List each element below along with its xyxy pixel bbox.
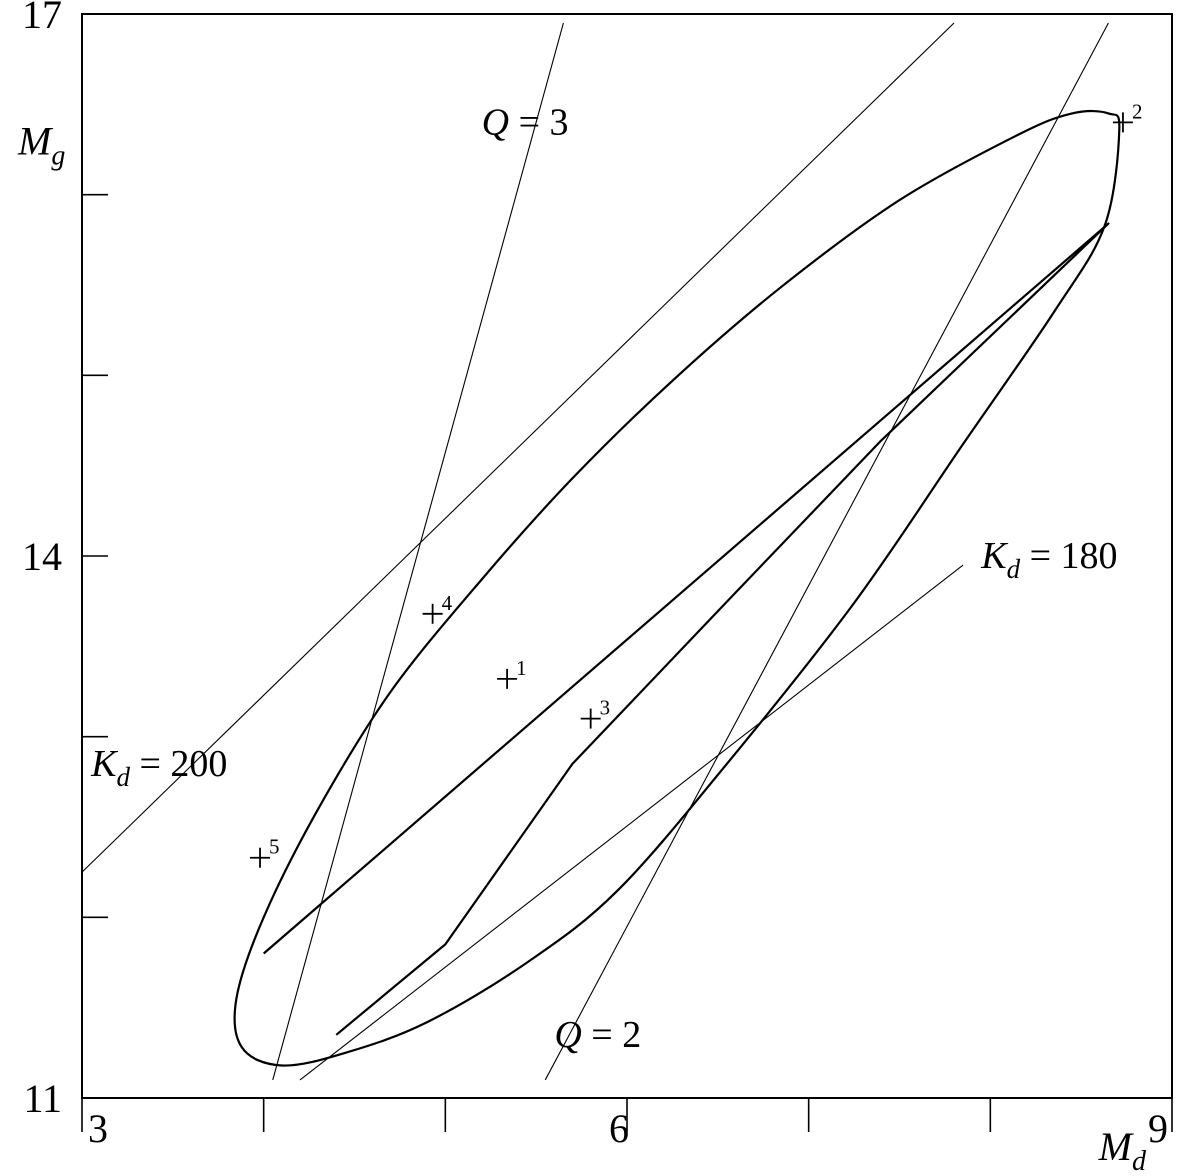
data-point-2 bbox=[1112, 112, 1133, 133]
data-point-label-2: 2 bbox=[1132, 99, 1143, 123]
reference-line-1 bbox=[544, 22, 1109, 1081]
y-axis-label: Mg bbox=[17, 118, 65, 171]
data-point-4 bbox=[422, 603, 443, 624]
data-point-label-1: 1 bbox=[516, 656, 527, 680]
reference-line-0 bbox=[272, 22, 564, 1081]
reference-line-label-2: Kd = 200 bbox=[90, 743, 227, 792]
curves bbox=[233, 109, 1121, 1067]
reference-lines bbox=[81, 22, 1109, 1081]
axis-ticks bbox=[81, 13, 1173, 1132]
data-point-label-3: 3 bbox=[600, 696, 611, 720]
reference-line-label-1: Q = 2 bbox=[554, 1014, 641, 1056]
x-tick-label: 6 bbox=[609, 1106, 629, 1151]
y-tick-label: 14 bbox=[22, 534, 62, 579]
data-point-label-5: 5 bbox=[269, 835, 280, 859]
inner-boundary bbox=[262, 222, 1110, 1036]
reference-line-3 bbox=[299, 564, 964, 1081]
x-tick-label: 3 bbox=[88, 1106, 108, 1151]
x-tick-label: 9 bbox=[1148, 1106, 1168, 1151]
data-point-5 bbox=[250, 847, 271, 868]
data-point-1 bbox=[497, 668, 518, 689]
data-points bbox=[250, 112, 1133, 868]
data-point-label-4: 4 bbox=[442, 591, 453, 615]
reference-line-label-3: Kd = 180 bbox=[980, 535, 1117, 584]
y-tick-label: 11 bbox=[23, 1076, 62, 1121]
confidence-ellipse bbox=[233, 109, 1121, 1067]
y-tick-label: 17 bbox=[22, 0, 62, 37]
reference-line-label-0: Q = 3 bbox=[482, 101, 569, 143]
reference-line-2 bbox=[81, 22, 955, 873]
x-axis-label: Md bbox=[1098, 1124, 1147, 1176]
data-point-3 bbox=[580, 708, 601, 729]
